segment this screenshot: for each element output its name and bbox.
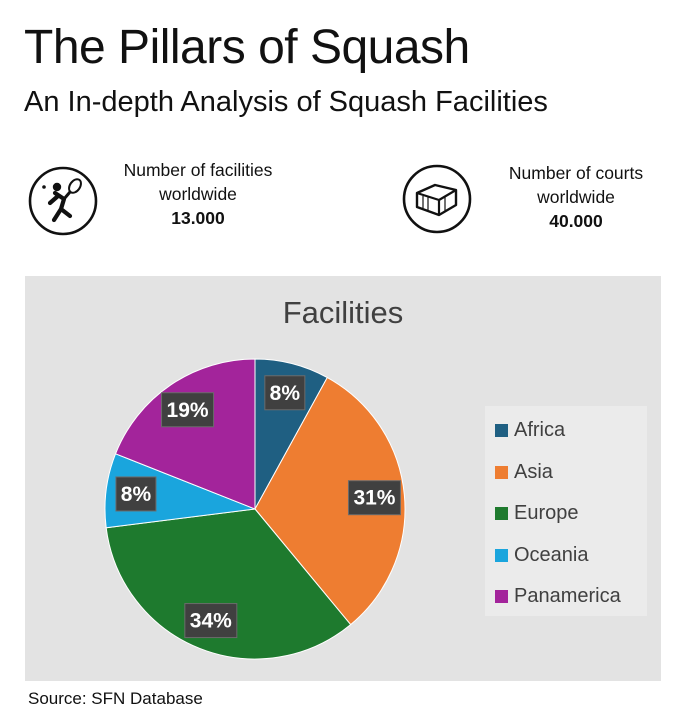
page-title: The Pillars of Squash bbox=[24, 21, 470, 74]
source-note: Source: SFN Database bbox=[28, 689, 203, 708]
facilities-stat: Number of facilities worldwide 13.000 bbox=[100, 158, 296, 230]
svg-text:19%: 19% bbox=[167, 399, 209, 422]
data-label-europe: 34% bbox=[184, 603, 238, 639]
svg-text:31%: 31% bbox=[353, 487, 395, 510]
legend-label-asia: Asia bbox=[514, 460, 553, 483]
legend-swatch-europe bbox=[495, 507, 508, 521]
svg-text:34%: 34% bbox=[190, 610, 232, 633]
legend-swatch-africa bbox=[495, 424, 508, 438]
pie-slice-panamerica bbox=[114, 358, 256, 510]
facilities-label-line1: Number of facilities bbox=[123, 160, 273, 180]
squash-court-icon bbox=[402, 164, 472, 234]
courts-label-line1: Number of courts bbox=[508, 163, 644, 183]
data-label-oceania: 8% bbox=[115, 476, 157, 512]
pie-chart: 8% 31% 34% 8% 19% bbox=[104, 358, 406, 660]
svg-text:8%: 8% bbox=[270, 382, 301, 405]
legend-swatch-asia bbox=[495, 465, 508, 479]
data-label-asia: 31% bbox=[347, 480, 401, 516]
page-subtitle: An In-depth Analysis of Squash Facilitie… bbox=[24, 86, 548, 118]
pie-chart-panel: 8% 31% 34% 8% 19% Facilities Africa Asia Europ… bbox=[25, 276, 661, 681]
legend-label-africa: Africa bbox=[514, 419, 566, 442]
legend-item-panamerica: Panamerica bbox=[485, 576, 647, 618]
legend-swatch-oceania bbox=[495, 548, 508, 562]
legend-label-europe: Europe bbox=[514, 502, 579, 525]
data-label-panamerica: 19% bbox=[161, 392, 215, 428]
courts-label-line2: worldwide bbox=[537, 187, 615, 207]
courts-value: 40.000 bbox=[549, 211, 603, 231]
pie-slice-europe bbox=[105, 508, 352, 660]
facilities-label-line2: worldwide bbox=[159, 184, 237, 204]
data-label-africa: 8% bbox=[264, 375, 306, 411]
legend-label-oceania: Oceania bbox=[514, 543, 589, 566]
legend-item-europe: Europe bbox=[485, 493, 647, 535]
squash-player-icon bbox=[28, 166, 98, 236]
chart-title: Facilities bbox=[282, 295, 404, 330]
legend-item-asia: Asia bbox=[485, 452, 647, 494]
courts-stat: Number of courts worldwide 40.000 bbox=[478, 161, 674, 233]
svg-text:8%: 8% bbox=[121, 483, 152, 506]
legend-label-panamerica: Panamerica bbox=[514, 585, 621, 608]
facilities-value: 13.000 bbox=[171, 208, 225, 228]
legend-swatch-panamerica bbox=[495, 590, 508, 604]
legend-item-africa: Africa bbox=[485, 410, 647, 452]
legend-item-oceania: Oceania bbox=[485, 535, 647, 577]
chart-legend: Africa Asia Europe Oceania Panamerica bbox=[485, 406, 647, 616]
pie-slice-asia bbox=[254, 376, 406, 626]
